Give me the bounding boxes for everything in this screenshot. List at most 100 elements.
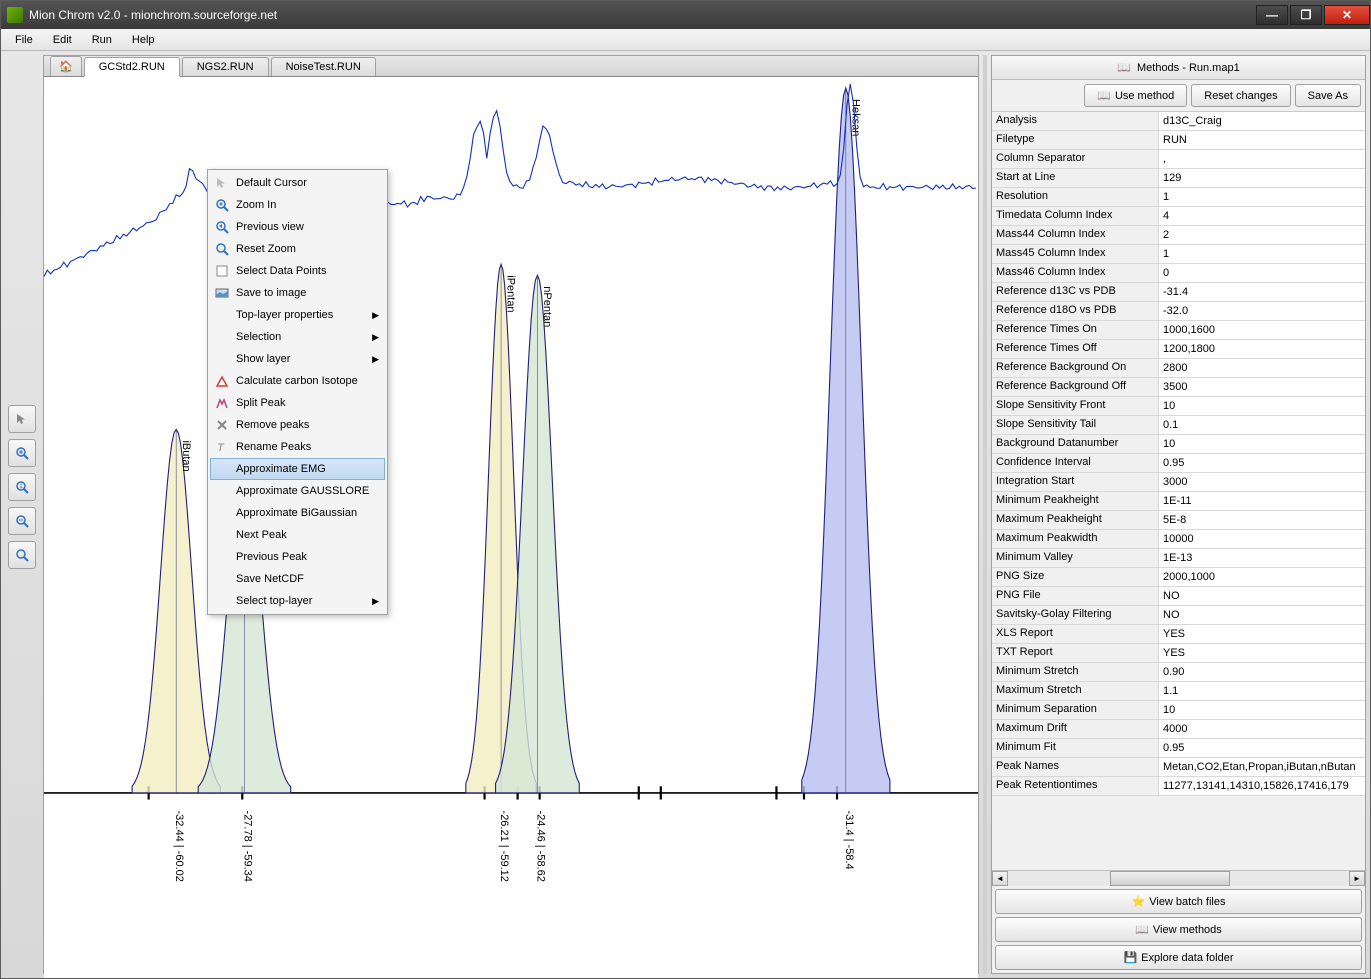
context-menu-item[interactable]: Previous Peak <box>210 546 385 568</box>
blank-icon <box>214 505 230 521</box>
tool-cursor[interactable] <box>8 405 36 433</box>
property-value-input[interactable] <box>1159 720 1365 738</box>
property-value-input[interactable] <box>1159 283 1365 301</box>
use-method-button[interactable]: 📖Use method <box>1084 84 1187 107</box>
splitter[interactable] <box>983 55 987 974</box>
scroll-right-button[interactable]: ► <box>1349 871 1365 886</box>
maximize-button[interactable]: ❐ <box>1290 5 1322 25</box>
minimize-button[interactable]: — <box>1256 5 1288 25</box>
property-value-input[interactable] <box>1159 473 1365 491</box>
tab-ngs2[interactable]: NGS2.RUN <box>182 57 269 76</box>
property-value-input[interactable] <box>1159 663 1365 681</box>
context-menu-item[interactable]: Select top-layer▶ <box>210 590 385 612</box>
view-batch-files-button[interactable]: ⭐View batch files <box>995 889 1362 914</box>
property-key: Maximum Peakheight <box>992 511 1159 529</box>
context-menu-item[interactable]: Show layer▶ <box>210 348 385 370</box>
main-area: 🏠 GCStd2.RUN NGS2.RUN NoiseTest.RUN iBut… <box>43 55 979 974</box>
context-menu-item[interactable]: Save NetCDF <box>210 568 385 590</box>
tab-noisetest[interactable]: NoiseTest.RUN <box>271 57 376 76</box>
content-area: 1 🏠 GCStd2.RUN NGS2.RUN NoiseTest.RUN iB… <box>1 51 1370 978</box>
property-value-input[interactable] <box>1159 264 1365 282</box>
view-methods-button[interactable]: 📖View methods <box>995 917 1362 942</box>
property-value-input[interactable] <box>1159 739 1365 757</box>
menu-file[interactable]: File <box>7 32 41 48</box>
context-menu-label: Approximate BiGaussian <box>236 507 357 519</box>
property-value-input[interactable] <box>1159 112 1365 130</box>
context-menu-item[interactable]: Next Peak <box>210 524 385 546</box>
property-value-input[interactable] <box>1159 397 1365 415</box>
property-value-input[interactable] <box>1159 701 1365 719</box>
context-menu-item[interactable]: Default Cursor <box>210 172 385 194</box>
context-menu-item[interactable]: Reset Zoom <box>210 238 385 260</box>
context-menu-item[interactable]: Approximate GAUSSLORE <box>210 480 385 502</box>
property-value-input[interactable] <box>1159 587 1365 605</box>
context-menu-item[interactable]: Selection▶ <box>210 326 385 348</box>
methods-panel: 📖 Methods - Run.map1 📖Use methodReset ch… <box>991 55 1366 974</box>
context-menu-item[interactable]: Remove peaks <box>210 414 385 436</box>
context-menu-item[interactable]: Previous view <box>210 216 385 238</box>
property-value-input[interactable] <box>1159 302 1365 320</box>
property-value-input[interactable] <box>1159 245 1365 263</box>
context-menu-item[interactable]: Approximate BiGaussian <box>210 502 385 524</box>
menu-help[interactable]: Help <box>124 32 163 48</box>
property-row: Peak Retentiontimes <box>992 777 1365 796</box>
property-row: Maximum Drift <box>992 720 1365 739</box>
property-value-input[interactable] <box>1159 777 1365 795</box>
close-button[interactable]: ✕ <box>1324 5 1370 25</box>
tool-zoom-out[interactable] <box>8 507 36 535</box>
property-value-input[interactable] <box>1159 682 1365 700</box>
property-value-input[interactable] <box>1159 758 1365 776</box>
context-menu-item[interactable]: Split Peak <box>210 392 385 414</box>
context-menu-item[interactable]: Calculate carbon Isotope <box>210 370 385 392</box>
menu-edit[interactable]: Edit <box>45 32 80 48</box>
property-value-input[interactable] <box>1159 169 1365 187</box>
property-value-input[interactable] <box>1159 511 1365 529</box>
context-menu-item[interactable]: Top-layer properties▶ <box>210 304 385 326</box>
property-value-input[interactable] <box>1159 454 1365 472</box>
context-menu-item[interactable]: Approximate EMG <box>210 458 385 480</box>
tab-gcstd2[interactable]: GCStd2.RUN <box>84 57 180 77</box>
property-value-input[interactable] <box>1159 644 1365 662</box>
property-value-input[interactable] <box>1159 568 1365 586</box>
property-value-input[interactable] <box>1159 378 1365 396</box>
tool-zoom-in[interactable] <box>8 439 36 467</box>
property-value-input[interactable] <box>1159 435 1365 453</box>
scroll-track[interactable] <box>1008 871 1349 886</box>
property-key: Reference Times Off <box>992 340 1159 358</box>
property-value-input[interactable] <box>1159 150 1365 168</box>
property-value-input[interactable] <box>1159 131 1365 149</box>
property-value-input[interactable] <box>1159 188 1365 206</box>
menu-run[interactable]: Run <box>84 32 120 48</box>
explore-data-folder-button[interactable]: 💾Explore data folder <box>995 945 1362 970</box>
save-as-button[interactable]: Save As <box>1295 84 1361 107</box>
property-value-input[interactable] <box>1159 625 1365 643</box>
context-menu-item[interactable]: Zoom In <box>210 194 385 216</box>
submenu-arrow-icon: ▶ <box>372 332 379 343</box>
property-value-input[interactable] <box>1159 226 1365 244</box>
context-menu-item[interactable]: Save to image <box>210 282 385 304</box>
reset-changes-button[interactable]: Reset changes <box>1191 84 1290 107</box>
tool-zoom-reset[interactable] <box>8 541 36 569</box>
property-row: Slope Sensitivity Front <box>992 397 1365 416</box>
svg-text:iButan: iButan <box>180 440 192 471</box>
property-value-input[interactable] <box>1159 207 1365 225</box>
chromatogram-chart[interactable]: iButan-32.44 | -60.02-27.78 | -59.34iPen… <box>44 77 978 978</box>
property-value-input[interactable] <box>1159 492 1365 510</box>
context-menu-label: Previous Peak <box>236 551 307 563</box>
tab-home[interactable]: 🏠 <box>50 56 82 76</box>
h-scrollbar[interactable]: ◄ ► <box>992 870 1365 886</box>
property-key: XLS Report <box>992 625 1159 643</box>
property-value-input[interactable] <box>1159 606 1365 624</box>
scroll-thumb[interactable] <box>1110 871 1229 886</box>
context-menu-item[interactable]: TRename Peaks <box>210 436 385 458</box>
tool-zoom-prev[interactable]: 1 <box>8 473 36 501</box>
property-value-input[interactable] <box>1159 340 1365 358</box>
property-row: Minimum Separation <box>992 701 1365 720</box>
property-value-input[interactable] <box>1159 530 1365 548</box>
property-value-input[interactable] <box>1159 549 1365 567</box>
property-value-input[interactable] <box>1159 359 1365 377</box>
context-menu-item[interactable]: Select Data Points <box>210 260 385 282</box>
property-value-input[interactable] <box>1159 321 1365 339</box>
property-value-input[interactable] <box>1159 416 1365 434</box>
scroll-left-button[interactable]: ◄ <box>992 871 1008 886</box>
